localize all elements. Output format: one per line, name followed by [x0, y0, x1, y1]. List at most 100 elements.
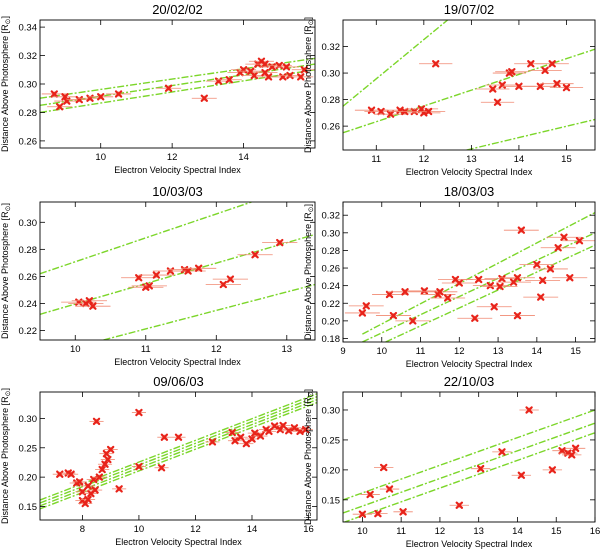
x-tick-label: 9: [340, 346, 345, 357]
plot-area: [344, 211, 595, 342]
data-point: [493, 98, 502, 106]
data-point: [358, 309, 367, 317]
data-point: [424, 107, 433, 116]
data-point: [300, 66, 308, 74]
x-tick-label: 13: [473, 526, 484, 537]
y-axis-label-unit-sub: ⊙: [308, 19, 315, 25]
x-axis-label: Electron Velocity Spectral Index: [406, 167, 533, 177]
panel-3: 10/03/03 10 11 12 13 0.22 0.24 0.26 0.28 0.30 Elec…: [0, 184, 316, 367]
y-axis-label-text: Distance Above Photosphere: [303, 221, 313, 340]
fit-line: [466, 118, 595, 150]
data-point: [228, 428, 236, 437]
x-tick-label: 12: [454, 346, 465, 357]
data-point: [362, 302, 370, 310]
data-point: [436, 288, 444, 296]
data-point: [490, 303, 498, 311]
fit-line: [40, 202, 252, 275]
fit-line: [40, 401, 317, 510]
x-axis-label: Electron Velocity Spectral Index: [114, 165, 241, 175]
data-point: [575, 237, 584, 245]
data-point: [219, 280, 228, 289]
data-point: [486, 281, 495, 290]
x-tick-label: 16: [303, 524, 314, 535]
y-tick-label: 0.30: [19, 218, 38, 229]
data-point: [97, 93, 105, 101]
y-axis-label-text: Distance Above Photosphere: [0, 33, 10, 152]
y-axis-label-unit-sub: ⊙: [5, 205, 12, 211]
data-point: [541, 66, 549, 75]
y-axis-label: Distance Above Photosphere [R⊙]: [303, 17, 315, 153]
data-point: [568, 451, 576, 459]
data-point: [164, 84, 173, 92]
data-point: [553, 79, 561, 88]
data-point: [248, 435, 256, 443]
data-point: [496, 282, 504, 291]
data-point: [513, 311, 522, 320]
x-tick-label: 10: [357, 526, 368, 537]
y-tick-label: 0.32: [322, 42, 341, 53]
x-tick-label: 15: [551, 526, 562, 537]
data-point: [95, 473, 104, 481]
fit-line: [103, 283, 315, 340]
y-tick-label: 0.15: [19, 502, 38, 513]
data-point: [548, 466, 557, 474]
y-axis-label: Distance Above Photosphere [R⊙]: [0, 388, 12, 524]
data-point: [236, 433, 245, 441]
y-tick-label: 0.25: [322, 435, 341, 446]
data-point: [285, 427, 293, 435]
data-point: [538, 276, 547, 285]
panel-6: 22/10/03 10 11 12 13 14 15 16 0.15 0.20 0.25 0.30 El…: [303, 374, 600, 549]
data-point: [471, 314, 479, 322]
plot-frame: [39, 391, 318, 521]
y-tick-label: 0.32: [322, 211, 341, 222]
x-tick-label: 10: [134, 524, 145, 535]
chart-title: 10/03/03: [152, 184, 203, 199]
data-point: [184, 267, 192, 275]
plot-frame: [342, 391, 596, 523]
x-axis-label: Electron Velocity Spectral Index: [406, 539, 533, 549]
plot-area: [343, 20, 595, 150]
fit-line: [40, 393, 317, 501]
x-tick-label: 10: [70, 344, 81, 355]
x-tick-label: 13: [282, 344, 293, 355]
data-point: [377, 107, 385, 116]
y-tick-label: 0.26: [322, 122, 341, 133]
y-axis-label: Distance Above Photosphere [R⊙]: [303, 204, 315, 340]
y-tick-label: 0.28: [19, 245, 38, 256]
fit-line: [40, 396, 317, 504]
data-point: [476, 464, 485, 473]
fit-line: [40, 233, 315, 315]
data-point: [386, 110, 395, 118]
data-point: [417, 105, 426, 113]
y-axis-label: Distance Above Photosphere [R⊙]: [303, 389, 315, 525]
data-point: [135, 274, 143, 282]
data-point: [537, 293, 545, 301]
data-point: [67, 470, 75, 478]
chart-title: 20/02/02: [152, 2, 203, 17]
data-point: [135, 462, 143, 471]
data-point: [571, 444, 580, 453]
data-point: [50, 90, 58, 98]
data-point: [409, 317, 417, 325]
data-point: [399, 508, 407, 516]
y-tick-label: 0.22: [19, 326, 38, 337]
y-axis-label: Distance Above Photosphere [R⊙]: [0, 203, 12, 339]
x-tick-label: 13: [466, 154, 477, 165]
x-tick-label: 12: [190, 524, 201, 535]
data-point: [157, 464, 166, 472]
fit-line: [362, 211, 595, 335]
data-point: [498, 274, 506, 283]
panel-5: 09/06/03 8 10 12 14 16 0.15 0.20 0.25 0.30 Electro…: [0, 374, 318, 547]
y-tick-label: 0.22: [322, 299, 341, 310]
y-axis-label-text: Distance Above Photosphere: [0, 220, 10, 339]
data-point: [231, 437, 239, 445]
data-point: [282, 63, 291, 71]
y-axis-label-text: Distance Above Photosphere: [303, 406, 313, 525]
data-point: [562, 83, 571, 92]
chart-title: 09/06/03: [153, 374, 204, 389]
data-point: [385, 290, 394, 299]
data-point: [554, 244, 562, 252]
plot-frame: [342, 201, 596, 343]
x-tick-label: 8: [80, 524, 85, 535]
x-tick-label: 14: [512, 526, 523, 537]
